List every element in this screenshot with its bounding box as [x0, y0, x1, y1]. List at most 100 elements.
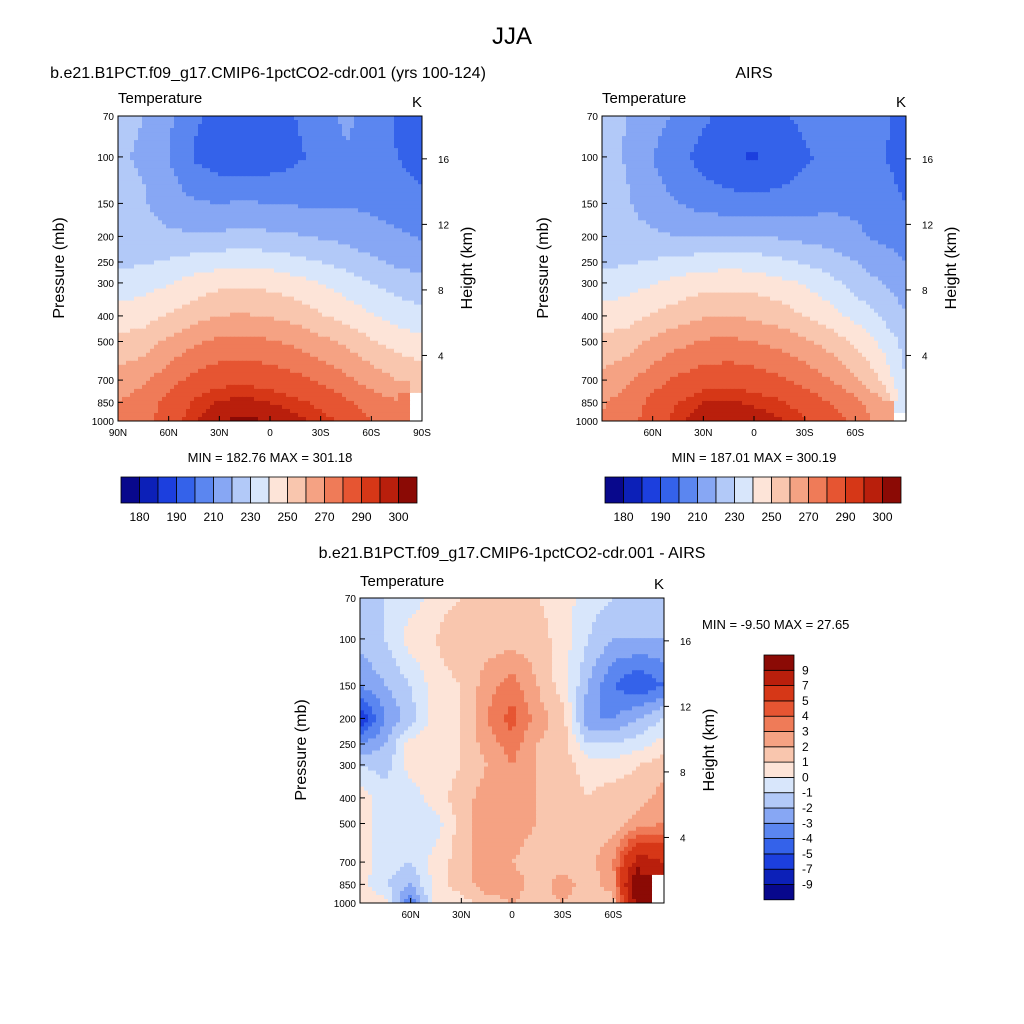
contour-cell [146, 304, 151, 310]
contour-cell [282, 376, 287, 382]
contour-cell [286, 320, 291, 326]
contour-cell [150, 264, 155, 270]
contour-cell [162, 180, 167, 185]
contour-cell [138, 320, 143, 326]
contour-cell [358, 168, 363, 173]
contour-cell [242, 176, 247, 181]
contour-cell [250, 368, 255, 374]
contour-cell [370, 348, 375, 354]
contour-cell [330, 212, 335, 217]
contour-cell [386, 144, 391, 149]
contour-cell [362, 164, 367, 169]
contour-cell [218, 128, 223, 133]
contour-cell [250, 280, 255, 286]
contour-cell [198, 156, 203, 161]
contour-cell [398, 256, 403, 262]
contour-cell [298, 120, 303, 125]
contour-cell [306, 260, 311, 266]
contour-cell [170, 172, 175, 177]
contour-cell [414, 168, 419, 173]
contour-cell [398, 136, 403, 141]
contour-cell [302, 228, 307, 233]
contour-cell [326, 248, 331, 254]
contour-cell [418, 372, 422, 378]
contour-cell [194, 316, 199, 322]
contour-cell [146, 180, 151, 185]
contour-cell [398, 116, 403, 121]
contour-cell [138, 228, 143, 233]
contour-cell [282, 184, 287, 189]
contour-cell [262, 268, 267, 274]
contour-cell [226, 232, 231, 237]
contour-cell [314, 336, 319, 342]
contour-cell [342, 236, 347, 241]
contour-cell [182, 324, 187, 330]
contour-cell [306, 132, 311, 137]
contour-cell [170, 276, 175, 282]
contour-cell [214, 292, 219, 298]
contour-cell [370, 324, 375, 330]
contour-cell [190, 340, 195, 346]
contour-cell [234, 236, 239, 241]
contour-cell [254, 284, 259, 290]
contour-cell [322, 168, 327, 173]
contour-cell [258, 284, 263, 290]
contour-cell [262, 296, 267, 302]
contour-cell [210, 268, 215, 274]
contour-cell [246, 364, 251, 370]
contour-cell [142, 312, 147, 318]
contour-cell [410, 140, 415, 145]
contour-cell [262, 232, 267, 237]
contour-cell [350, 300, 355, 306]
contour-cell [394, 332, 399, 338]
contour-cell [170, 208, 175, 213]
contour-cell [190, 244, 195, 250]
contour-cell [250, 252, 255, 258]
contour-cell [350, 228, 355, 233]
contour-cell [378, 244, 383, 250]
contour-cell [126, 340, 131, 346]
contour-cell [418, 356, 422, 362]
contour-cell [118, 300, 123, 306]
contour-cell [122, 168, 127, 173]
contour-cell [382, 280, 387, 286]
contour-cell [266, 276, 271, 282]
contour-cell [182, 128, 187, 133]
contour-cell [330, 176, 335, 181]
contour-cell [250, 308, 255, 314]
contour-cell [394, 288, 399, 294]
contour-cell [262, 360, 267, 366]
contour-cell [202, 212, 207, 217]
contour-cell [338, 280, 343, 286]
contour-cell [314, 328, 319, 334]
contour-cell [162, 192, 167, 197]
contour-cell [158, 208, 163, 213]
contour-cell [134, 300, 139, 306]
contour-cell [166, 128, 171, 133]
contour-cell [250, 324, 255, 330]
contour-cell [166, 260, 171, 266]
contour-cell [234, 320, 239, 326]
contour-cell [406, 180, 411, 185]
contour-cell [354, 160, 359, 165]
contour-cell [118, 308, 123, 314]
contour-cell [246, 216, 251, 221]
contour-cell [198, 136, 203, 141]
contour-cell [210, 252, 215, 258]
contour-cell [170, 152, 175, 157]
contour-cell [294, 296, 299, 302]
contour-cell [182, 288, 187, 294]
contour-cell [174, 224, 179, 229]
contour-cell [394, 296, 399, 302]
contour-cell [198, 144, 203, 149]
contour-cell [270, 260, 275, 266]
contour-cell [166, 364, 171, 370]
contour-cell [394, 232, 399, 237]
contour-cell [206, 336, 211, 342]
contour-cell [218, 220, 223, 225]
contour-cell [354, 348, 359, 354]
contour-cell [362, 272, 367, 278]
contour-cell [270, 348, 275, 354]
contour-cell [350, 328, 355, 334]
